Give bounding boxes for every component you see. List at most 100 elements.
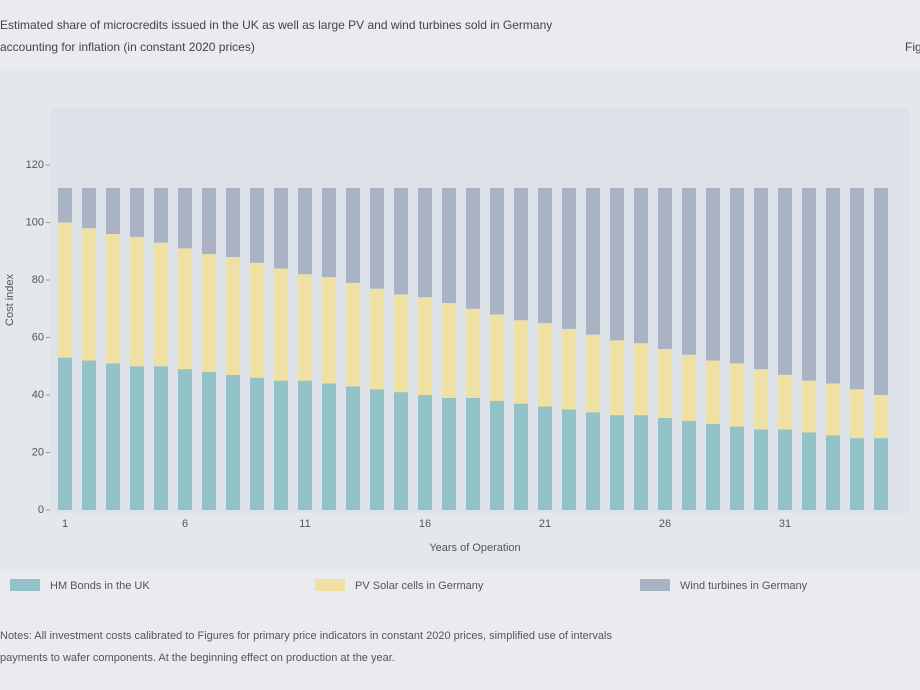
bar-segment — [274, 268, 288, 381]
bar-segment — [394, 392, 408, 510]
bar-segment — [682, 188, 696, 355]
bar-segment — [58, 188, 72, 223]
bar-segment — [874, 395, 888, 439]
bar-segment — [562, 409, 576, 510]
x-tick-label: 21 — [539, 518, 551, 530]
bar-segment — [562, 328, 576, 410]
bar-segment — [538, 188, 552, 324]
bar-segment — [58, 222, 72, 358]
bar-segment — [730, 188, 744, 364]
x-tick-label: 16 — [419, 518, 431, 530]
bar-segment — [418, 188, 432, 298]
bar-segment — [826, 383, 840, 436]
bar-segment — [754, 369, 768, 430]
bar-segment — [610, 415, 624, 510]
note: payments to wafer components. At the beg… — [0, 652, 395, 664]
bar-segment — [274, 380, 288, 510]
bar-segment — [202, 188, 216, 255]
bar-segment — [298, 274, 312, 381]
y-tick-label: 20 — [32, 446, 44, 458]
bar-segment — [586, 188, 600, 335]
bar-segment — [322, 188, 336, 278]
bar-segment — [106, 234, 120, 364]
bar-segment — [514, 320, 528, 404]
note: Notes: All investment costs calibrated t… — [0, 630, 612, 642]
bar-segment — [442, 188, 456, 303]
bar-segment — [874, 188, 888, 395]
bar-segment — [706, 360, 720, 424]
bar-segment — [826, 435, 840, 510]
x-tick-label: 26 — [659, 518, 671, 530]
bar-segment — [226, 374, 240, 510]
bar-segment — [802, 380, 816, 433]
bar-segment — [778, 374, 792, 430]
chart-title: Estimated share of microcredits issued i… — [0, 18, 552, 32]
bar-segment — [850, 389, 864, 439]
bar-segment — [202, 254, 216, 372]
bar-segment — [82, 228, 96, 361]
bar-segment — [802, 432, 816, 510]
bar-segment — [370, 389, 384, 510]
bar-segment — [226, 257, 240, 375]
bar-segment — [514, 188, 528, 321]
bar-segment — [586, 412, 600, 510]
bar-segment — [250, 188, 264, 263]
bar-segment — [658, 418, 672, 510]
bar-segment — [682, 420, 696, 510]
bar-segment — [586, 334, 600, 413]
bar-segment — [562, 188, 576, 329]
x-tick-label: 1 — [62, 518, 68, 530]
bar-segment — [322, 383, 336, 510]
bar-segment — [130, 366, 144, 510]
x-tick-label: 11 — [299, 518, 310, 530]
bar-segment — [634, 343, 648, 416]
bar-segment — [706, 188, 720, 361]
bar-segment — [346, 386, 360, 510]
bar-segment — [130, 188, 144, 237]
y-tick-label: 80 — [32, 274, 44, 286]
bar-segment — [610, 188, 624, 341]
bar-segment — [154, 188, 168, 243]
legend-swatch — [10, 579, 40, 591]
bar-segment — [298, 188, 312, 275]
bar-segment — [322, 277, 336, 384]
bar-segment — [682, 354, 696, 421]
y-tick-label: 100 — [26, 216, 44, 228]
bar-segment — [754, 188, 768, 370]
bar-segment — [370, 288, 384, 390]
bar-segment — [490, 188, 504, 315]
bar-segment — [130, 236, 144, 367]
y-tick-label: 40 — [32, 389, 44, 401]
figure-label: Fig — [905, 40, 920, 54]
bar-segment — [490, 314, 504, 401]
legend-label: Wind turbines in Germany — [680, 580, 808, 592]
bar-segment — [802, 188, 816, 381]
bar-segment — [466, 188, 480, 309]
bar-segment — [538, 323, 552, 407]
bar-segment — [394, 294, 408, 393]
bar-segment — [298, 380, 312, 510]
bar-segment — [418, 297, 432, 395]
bar-segment — [874, 438, 888, 510]
bar-segment — [634, 415, 648, 510]
bar-segment — [730, 426, 744, 510]
bar-segment — [658, 188, 672, 349]
bar-segment — [178, 188, 192, 249]
bar-segment — [82, 360, 96, 510]
bar-segment — [706, 423, 720, 510]
bar-segment — [106, 188, 120, 234]
bar-segment — [850, 438, 864, 510]
x-axis-label: Years of Operation — [429, 542, 520, 554]
bar-segment — [442, 303, 456, 398]
legend-swatch — [640, 579, 670, 591]
bar-segment — [514, 403, 528, 510]
bar-segment — [346, 282, 360, 387]
bar-segment — [850, 188, 864, 390]
bar-segment — [58, 357, 72, 510]
x-tick-label: 31 — [779, 518, 791, 530]
bar-segment — [226, 188, 240, 257]
bar-segment — [658, 349, 672, 418]
bar-segment — [250, 377, 264, 510]
bar-segment — [778, 188, 792, 375]
